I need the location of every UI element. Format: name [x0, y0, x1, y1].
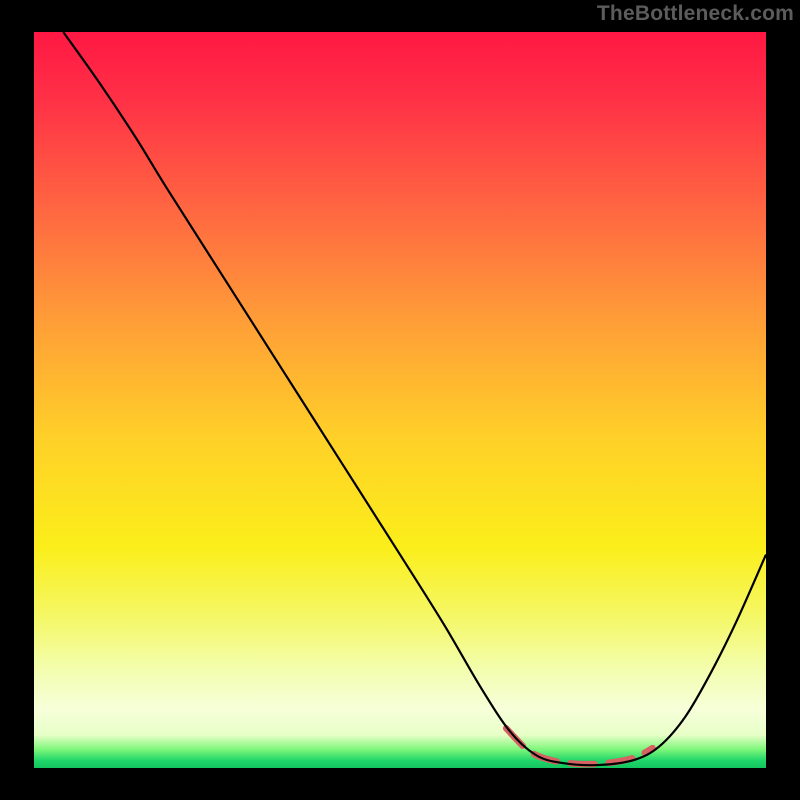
plot-background	[34, 32, 766, 768]
watermark-text: TheBottleneck.com	[597, 2, 794, 26]
chart-container: TheBottleneck.com	[0, 0, 800, 800]
bottleneck-chart	[0, 0, 800, 800]
